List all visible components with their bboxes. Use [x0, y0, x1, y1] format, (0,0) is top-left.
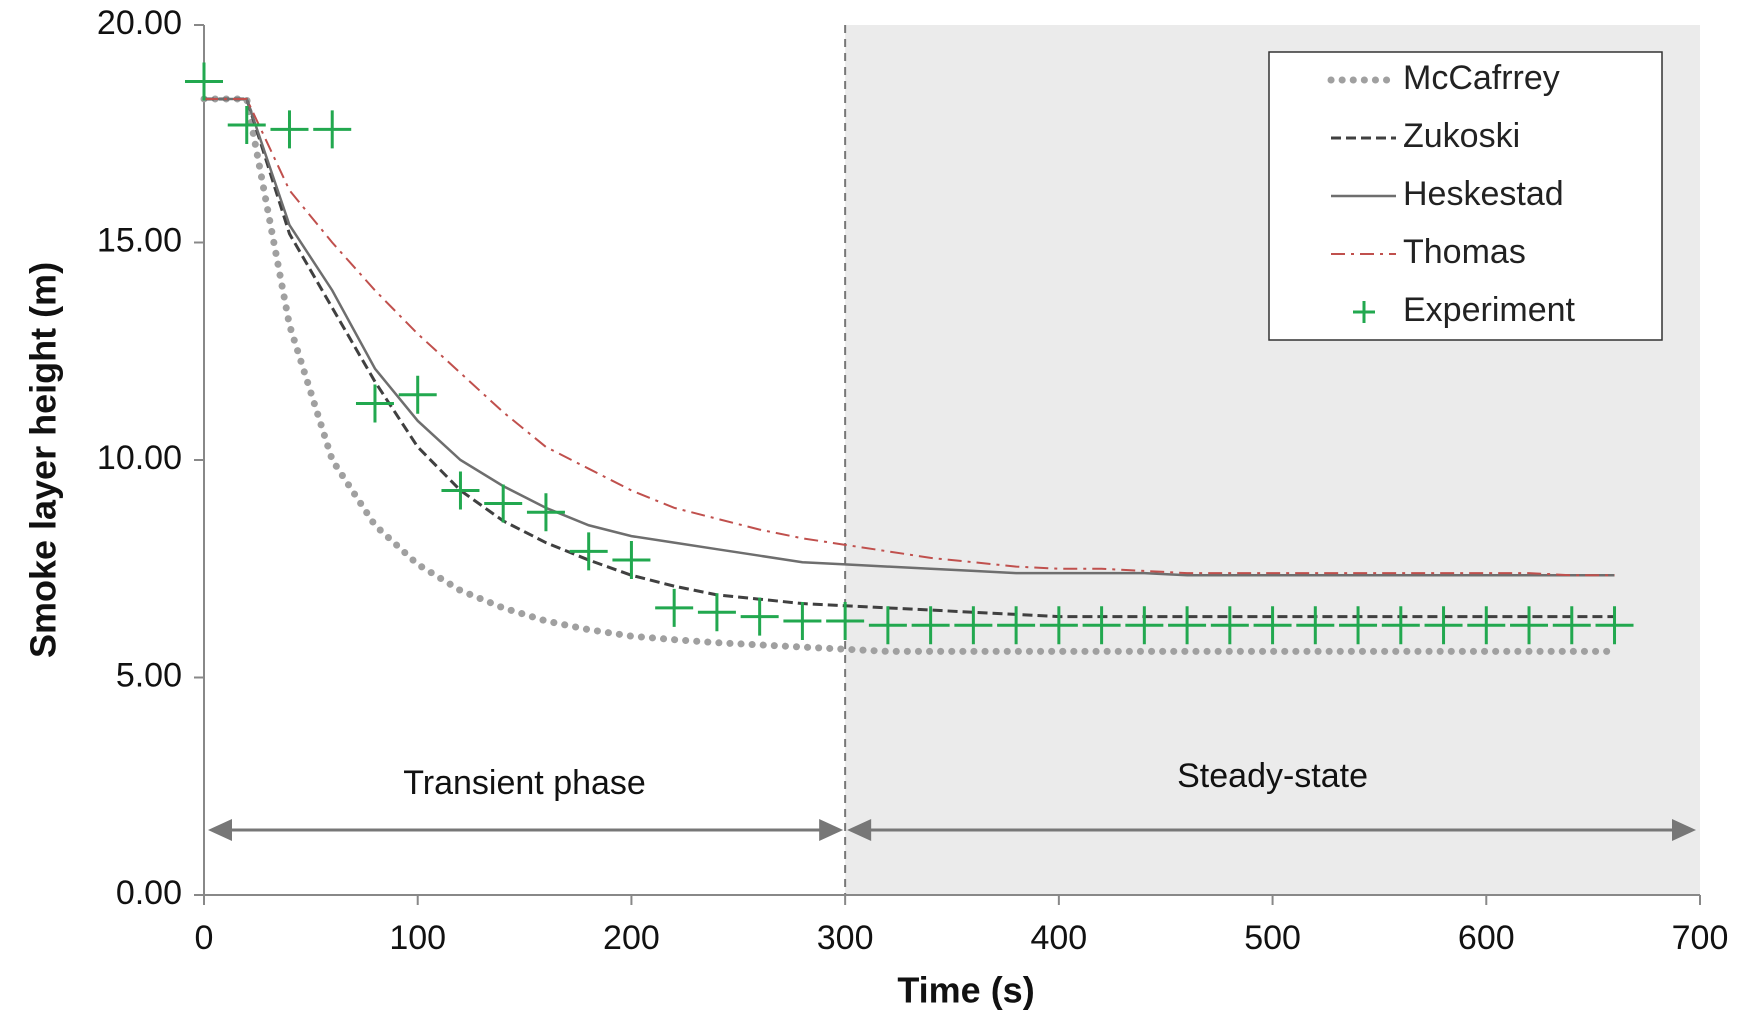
- legend-label: McCafrrey: [1403, 59, 1560, 97]
- series-line: [200, 95, 1619, 655]
- series-line: [204, 97, 1615, 577]
- experiment-marker: [1552, 606, 1591, 645]
- legend: McCafrrey Zukoski Heskestad Thomas Experimen…: [1268, 51, 1663, 341]
- x-tick-label: 100: [389, 919, 446, 957]
- experiment-marker: [227, 106, 266, 145]
- legend-label: Heskestad: [1403, 175, 1564, 213]
- experiment-marker: [1082, 606, 1121, 645]
- y-tick-label: 15.00: [97, 221, 182, 259]
- experiment-marker: [868, 606, 907, 645]
- experiment-marker: [1510, 606, 1549, 645]
- annotation: Steady-state: [1177, 757, 1368, 795]
- experiment-marker: [484, 484, 523, 523]
- experiment-marker: [1039, 606, 1078, 645]
- arrow-head: [1672, 819, 1696, 841]
- experiment-marker: [1210, 606, 1249, 645]
- y-axis-title: Smoke layer height (m): [23, 262, 64, 658]
- experiment-marker: [1595, 606, 1634, 645]
- y-tick-label: 20.00: [97, 4, 182, 42]
- legend-label: Experiment: [1403, 291, 1576, 329]
- legend-label: Thomas: [1403, 233, 1526, 271]
- experiment-marker: [526, 493, 565, 532]
- experiment-marker: [569, 532, 608, 571]
- experiment-marker: [1424, 606, 1463, 645]
- experiment-marker: [355, 384, 394, 423]
- series-line: [204, 97, 1615, 619]
- experiment-marker: [270, 110, 309, 149]
- x-axis-title: Time (s): [897, 970, 1034, 1011]
- y-tick-label: 10.00: [97, 439, 182, 477]
- experiment-marker: [185, 62, 223, 101]
- experiment-marker: [1253, 606, 1292, 645]
- x-tick-label: 300: [817, 919, 874, 957]
- experiment-marker: [1125, 606, 1164, 645]
- legend-marker: [1353, 301, 1375, 323]
- arrow-head: [819, 819, 844, 841]
- experiment-marker: [997, 606, 1036, 645]
- experiment-marker: [1339, 606, 1378, 645]
- arrow-head: [847, 819, 872, 841]
- x-tick-label: 200: [603, 919, 660, 957]
- y-tick-label: 5.00: [116, 656, 182, 694]
- experiment-marker: [612, 541, 651, 580]
- annotation: Transient phase: [403, 764, 646, 802]
- arrow-head: [208, 819, 232, 841]
- experiment-marker: [911, 606, 950, 645]
- experiment-marker: [783, 601, 822, 640]
- y-tick-label: 0.00: [116, 874, 182, 912]
- legend-label: Zukoski: [1403, 117, 1520, 155]
- x-tick-label: 600: [1458, 919, 1515, 957]
- x-tick-label: 700: [1672, 919, 1729, 957]
- experiment-marker: [954, 606, 993, 645]
- experiment-marker: [313, 110, 352, 149]
- experiment-marker: [655, 588, 694, 627]
- experiment-marker: [1381, 606, 1420, 645]
- experiment-marker: [1467, 606, 1506, 645]
- experiment-marker: [398, 375, 437, 414]
- x-tick-label: 400: [1030, 919, 1087, 957]
- experiment-marker: [697, 593, 736, 632]
- x-tick-label: 0: [195, 919, 214, 957]
- x-tick-label: 500: [1244, 919, 1301, 957]
- experiment-marker: [826, 601, 865, 640]
- experiment-marker: [441, 471, 480, 510]
- experiment-marker: [740, 597, 779, 636]
- experiment-marker: [1168, 606, 1207, 645]
- experiment-marker: [1296, 606, 1335, 645]
